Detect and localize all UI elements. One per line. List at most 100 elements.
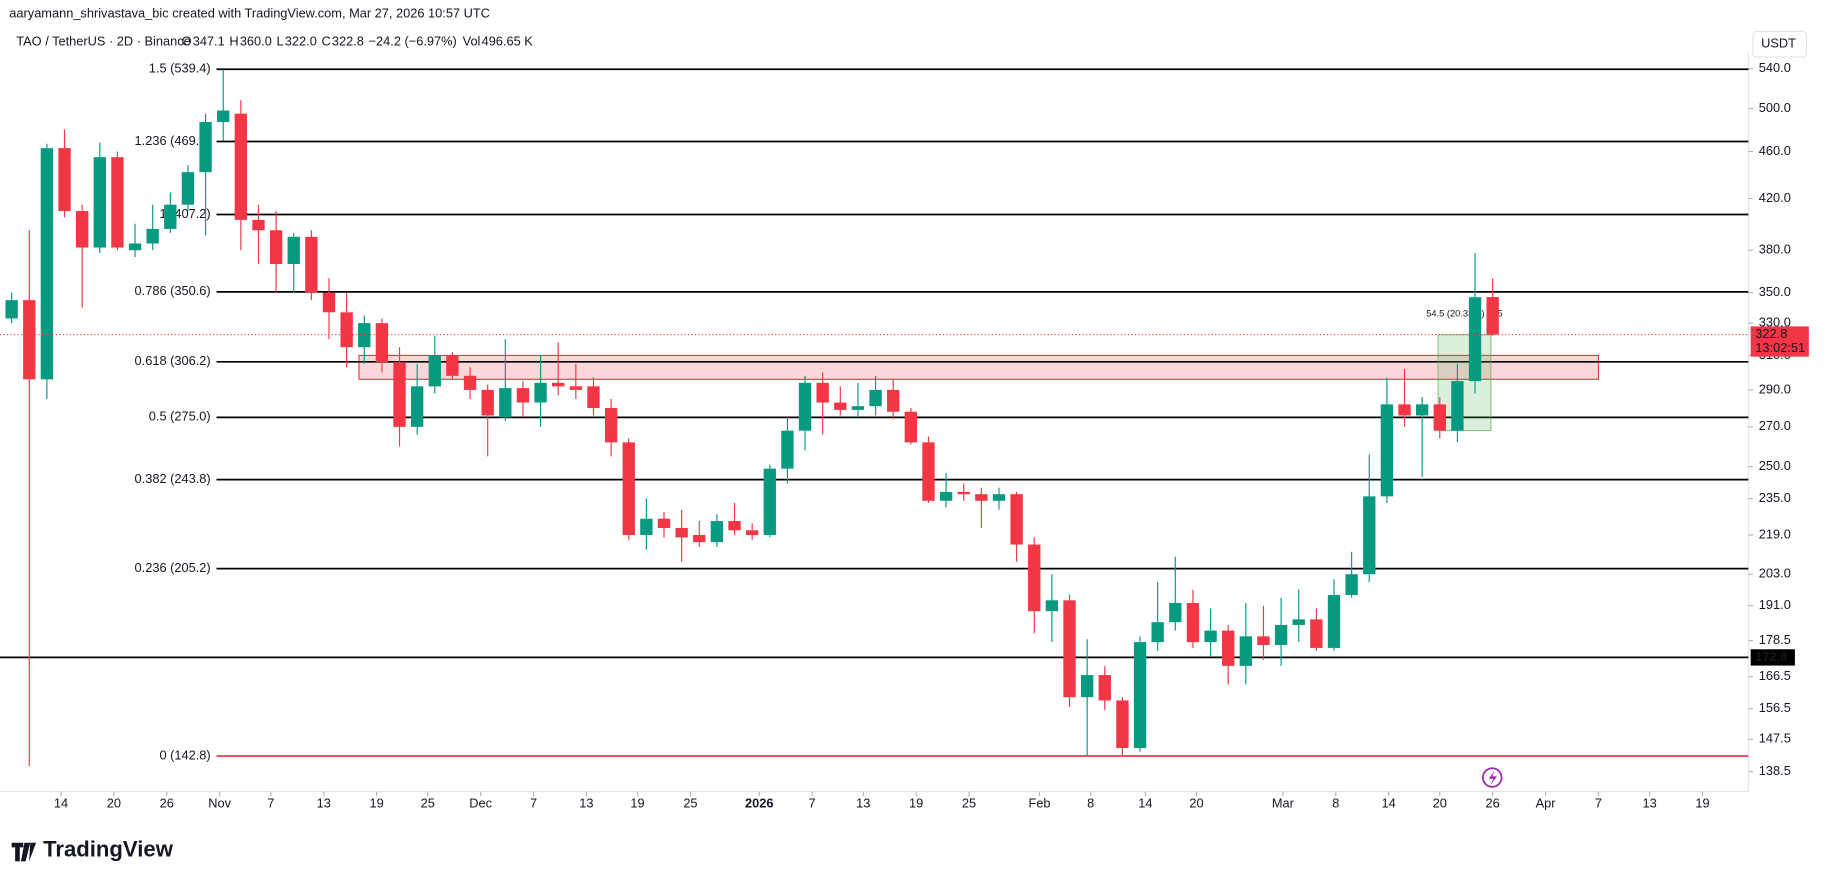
candle-body <box>1451 381 1464 431</box>
y-tick-label: 270.0 <box>1759 418 1791 433</box>
candle-body <box>1063 600 1076 698</box>
candle-body <box>640 518 653 535</box>
x-tick-label: 25 <box>962 796 976 811</box>
y-tick-label: 156.5 <box>1759 700 1791 715</box>
x-tick-label: 7 <box>809 796 816 811</box>
candle-body <box>1398 404 1411 416</box>
candle-body <box>111 157 124 248</box>
candle-body <box>199 122 212 173</box>
candle-body <box>93 157 106 248</box>
candle-body <box>763 468 776 535</box>
candle-body <box>340 312 353 348</box>
ohlc-value: 322.0 <box>285 33 317 48</box>
candle-body <box>146 228 159 244</box>
x-tick-label: 8 <box>1332 796 1339 811</box>
x-tick-label: 7 <box>1595 796 1602 811</box>
volume-key: Vol <box>463 33 481 48</box>
ohlc-legend: O 347.1 H 360.0 L 322.0 C 322.8 −24.2 (−6.97%) Vo… <box>182 33 534 48</box>
candle-body <box>1292 619 1305 625</box>
candle-body <box>322 292 336 313</box>
x-tick-label: 14 <box>1382 796 1396 811</box>
x-tick-label: 7 <box>530 796 537 811</box>
candle-body <box>1380 404 1394 497</box>
x-tick-label: Mar <box>1272 796 1295 811</box>
price-tag-label: 172.8 <box>1755 649 1787 664</box>
volume: 496.65 K <box>482 33 534 48</box>
candle-body <box>728 521 741 531</box>
y-tick-label: 330.0 <box>1759 315 1791 330</box>
y-tick-label: 500.0 <box>1759 100 1791 115</box>
candle-body <box>693 534 706 543</box>
currency: USDT <box>1761 36 1796 51</box>
candle-body <box>1222 630 1235 666</box>
candle-body <box>604 408 618 443</box>
x-tick-label: 19 <box>369 796 383 811</box>
candle-body <box>1010 494 1023 545</box>
fib-label: 0.382 (243.8) <box>135 471 211 486</box>
ohlc-key: C <box>321 33 330 48</box>
y-tick-label: 191.0 <box>1759 597 1791 612</box>
candle-body <box>975 494 988 501</box>
candle-body <box>375 323 389 363</box>
candle-body <box>1310 619 1323 648</box>
x-tick-label: 14 <box>54 796 68 811</box>
candle-body <box>922 442 935 501</box>
fib-label: 0.236 (205.2) <box>135 560 211 575</box>
y-tick-label: 420.0 <box>1759 190 1791 205</box>
last-price-tag <box>1750 326 1809 357</box>
y-tick-label: 380.0 <box>1759 242 1791 257</box>
symbol: TAO / TetherUS · 2D · Binance <box>16 33 190 48</box>
x-tick-label: 25 <box>683 796 697 811</box>
change: −24.2 (−6.97%) <box>369 33 457 48</box>
candle-body <box>834 402 847 410</box>
x-tick-label: 26 <box>160 796 174 811</box>
ohlc-key: O <box>182 33 192 48</box>
y-tick-label: 540.0 <box>1759 60 1791 75</box>
candle-body <box>181 172 195 205</box>
candle-body <box>1045 600 1059 612</box>
y-tick-label: 178.5 <box>1759 632 1791 647</box>
candle-body <box>1169 602 1182 623</box>
measure-box <box>1437 334 1492 431</box>
x-tick-label: 14 <box>1138 796 1152 811</box>
y-tick-label: 203.0 <box>1759 566 1791 581</box>
candle-body <box>40 148 54 380</box>
candle-body <box>1028 544 1041 612</box>
candle-body <box>657 518 671 528</box>
ohlc-key: L <box>277 33 284 48</box>
attribution: aaryamann_shrivastava_bic created with T… <box>9 5 490 20</box>
candle-body <box>1186 602 1200 643</box>
candle-body <box>534 382 547 403</box>
x-tick-label: Dec <box>469 796 492 811</box>
x-tick-label: 8 <box>1087 796 1094 811</box>
candle-body <box>499 388 512 418</box>
alert-icon-bolt <box>1488 770 1497 786</box>
zone <box>358 354 1600 380</box>
candle-body <box>992 494 1006 501</box>
candle-body <box>675 527 688 538</box>
candle-body <box>164 204 177 229</box>
y-tick-label: 166.5 <box>1759 668 1791 683</box>
y-tick-label: 290.0 <box>1759 381 1791 396</box>
candle-body <box>957 492 970 495</box>
x-tick-label: 26 <box>1486 796 1500 811</box>
candle-body <box>1345 574 1358 595</box>
candle-body <box>798 382 812 431</box>
candle-body <box>393 362 406 427</box>
brand: TradingView <box>43 837 174 862</box>
fib-label: 0.5 (275.0) <box>149 409 211 424</box>
candle-body <box>23 300 36 380</box>
candle-body <box>887 389 900 412</box>
candle-body <box>1468 297 1482 382</box>
x-tick-label: 2026 <box>745 796 773 811</box>
candle-body <box>252 219 265 231</box>
logo-icon <box>11 842 37 862</box>
candle-body <box>1274 624 1288 646</box>
x-tick-label: 7 <box>267 796 274 811</box>
x-tick-label: Feb <box>1029 796 1051 811</box>
candle-body <box>1080 675 1094 698</box>
x-tick-label: 13 <box>579 796 593 811</box>
candle-body <box>1204 630 1217 643</box>
candle-body <box>939 492 953 501</box>
